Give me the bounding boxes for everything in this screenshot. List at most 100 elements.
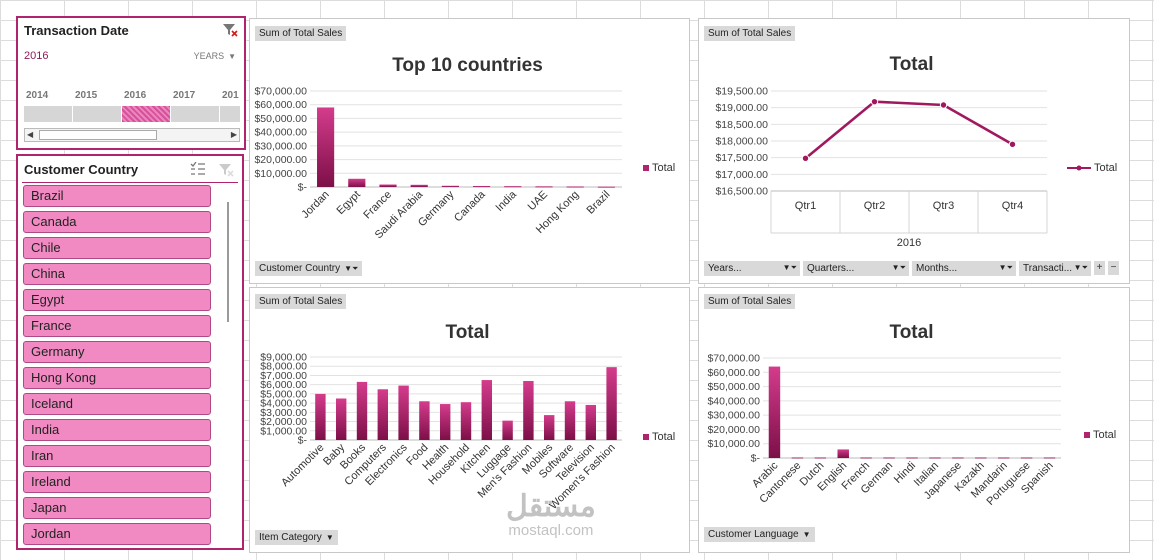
axis-field-button[interactable]: Months... ▼⏷ xyxy=(912,261,1016,276)
y-tick-label: $16,500.00 xyxy=(715,186,768,198)
x-category-label: India xyxy=(494,188,520,214)
y-tick-label: $2,000.00 xyxy=(260,416,307,428)
filter-clear-icon[interactable] xyxy=(218,162,234,178)
filter-dropdown-icon[interactable]: ▼⏷ xyxy=(782,263,797,272)
x-category-label: Egypt xyxy=(335,189,363,217)
bar xyxy=(398,385,409,440)
axis-field-button[interactable]: Item Category ▼ xyxy=(255,530,338,545)
transaction-date-slicer[interactable]: Transaction Date 2016 YEARS ▼ 2014 2015 201… xyxy=(16,16,246,150)
axis-field-button[interactable]: Years... ▼⏷ xyxy=(704,261,800,276)
axis-field-button[interactable]: Transacti... ▼⏷ xyxy=(1019,261,1091,276)
y-tick-label: $17,000.00 xyxy=(715,169,768,181)
year-tile[interactable] xyxy=(24,106,72,122)
country-item[interactable]: Iran xyxy=(23,445,211,467)
bar-chart-languages: $- $10,000.00 $20,000.00 $30,000.00 $40,000.… xyxy=(707,353,1061,508)
year-label: 2015 xyxy=(75,90,98,101)
y-tick-label: $70,000.00 xyxy=(254,86,307,98)
bar xyxy=(997,457,1010,459)
value-field-button[interactable]: Sum of Total Sales xyxy=(704,26,796,41)
filter-dropdown-icon[interactable]: ▼⏷ xyxy=(1073,263,1088,272)
chevron-down-icon[interactable]: ▼ xyxy=(802,530,811,539)
time-level-dropdown[interactable]: YEARS ▼ xyxy=(193,51,236,61)
y-tick-label: $9,000.00 xyxy=(260,352,307,364)
country-item[interactable]: India xyxy=(23,419,211,441)
y-tick-label: $- xyxy=(298,435,308,447)
slicer-scrollbar[interactable] xyxy=(227,202,229,322)
y-tick-label: $7,000.00 xyxy=(260,370,307,382)
country-item[interactable]: Ireland xyxy=(23,471,211,493)
bar xyxy=(441,185,459,187)
y-tick-label: $19,500.00 xyxy=(715,86,768,98)
value-field-button[interactable]: Sum of Total Sales xyxy=(704,294,796,309)
axis-field-label: Years... xyxy=(708,263,742,274)
country-item[interactable]: Hong Kong xyxy=(23,367,211,389)
timeline-scrollbar[interactable]: ◀ ▶ xyxy=(24,128,240,142)
bar xyxy=(606,367,617,440)
y-tick-label: $70,000.00 xyxy=(707,353,760,365)
chart-item-category[interactable]: Sum of Total Sales Total $- $1,000.00 $2,0… xyxy=(249,287,690,553)
scroll-right-icon[interactable]: ▶ xyxy=(230,130,237,139)
data-point xyxy=(939,101,948,109)
country-item[interactable]: Germany xyxy=(23,341,211,363)
multiselect-icon[interactable] xyxy=(190,161,206,176)
country-item[interactable]: Brazil xyxy=(23,185,211,207)
x-category-label: Qtr4 xyxy=(1002,200,1023,212)
year-tile[interactable] xyxy=(73,106,121,122)
year-tile-selected[interactable] xyxy=(122,106,170,122)
y-tick-label: $17,500.00 xyxy=(715,152,768,164)
country-item[interactable]: Egypt xyxy=(23,289,211,311)
customer-country-slicer[interactable]: Customer Country Brazil Canada Chile China E… xyxy=(16,154,244,550)
country-item[interactable]: Canada xyxy=(23,211,211,233)
chart-customer-language[interactable]: Sum of Total Sales Total $- $10,000.00 $20… xyxy=(698,287,1130,553)
country-item[interactable]: Jordan xyxy=(23,523,211,545)
country-item[interactable]: Japan xyxy=(23,497,211,519)
watermark-arabic: مستقل xyxy=(506,490,596,523)
chart-legend: Total xyxy=(643,431,675,443)
filter-dropdown-icon[interactable]: ▼⏷ xyxy=(344,264,359,273)
bar xyxy=(975,457,987,459)
bar-chart-categories: $-$1,000.00$2,000.00$3,000.00$4,000.00$5… xyxy=(260,352,622,512)
bar xyxy=(523,380,534,440)
filter-dropdown-icon[interactable]: ▼⏷ xyxy=(998,263,1013,272)
country-item[interactable]: Iceland xyxy=(23,393,211,415)
value-field-button[interactable]: Sum of Total Sales xyxy=(255,26,347,41)
country-item[interactable]: China xyxy=(23,263,211,285)
collapse-button[interactable]: − xyxy=(1108,261,1119,275)
bar xyxy=(585,404,596,440)
scroll-left-icon[interactable]: ◀ xyxy=(27,130,34,139)
scroll-thumb[interactable] xyxy=(39,130,157,140)
expand-button[interactable]: + xyxy=(1094,261,1105,275)
chart-top-countries[interactable]: Sum of Total Sales Top 10 countries $- $1… xyxy=(249,18,690,284)
chart-quarterly-total[interactable]: Sum of Total Sales Total $16,500.00 $17,0… xyxy=(698,18,1130,284)
year-label: 2016 xyxy=(124,90,147,101)
y-tick-label: $6,000.00 xyxy=(260,379,307,391)
country-item[interactable]: Chile xyxy=(23,237,211,259)
series-line xyxy=(804,100,1014,160)
country-slicer-title: Customer Country xyxy=(24,162,139,177)
legend-swatch xyxy=(643,165,649,171)
country-item[interactable]: France xyxy=(23,315,211,337)
bar xyxy=(473,186,491,188)
y-tick-label: $3,000.00 xyxy=(260,407,307,419)
bar xyxy=(460,402,472,440)
bar xyxy=(356,381,368,440)
axis-field-button[interactable]: Customer Language ▼ xyxy=(704,527,815,542)
axis-field-label: Quarters... xyxy=(807,263,855,274)
x-category-label: Qtr3 xyxy=(933,200,954,212)
year-tile[interactable] xyxy=(220,106,240,122)
year-tile[interactable] xyxy=(171,106,219,122)
y-tick-label: $8,000.00 xyxy=(260,361,307,373)
axis-field-button[interactable]: Quarters... ▼⏷ xyxy=(803,261,909,276)
value-field-button[interactable]: Sum of Total Sales xyxy=(255,294,347,309)
filter-dropdown-icon[interactable]: ▼⏷ xyxy=(891,263,906,272)
axis-field-button[interactable]: Customer Country ▼⏷ xyxy=(255,261,363,276)
y-tick-label: $20,000.00 xyxy=(707,424,760,436)
bar xyxy=(883,457,895,459)
filter-clear-icon[interactable] xyxy=(222,22,238,38)
bar xyxy=(768,366,781,458)
y-tick-label: $- xyxy=(751,453,761,465)
year-label: 2014 xyxy=(26,90,49,101)
bar xyxy=(377,389,388,440)
chevron-down-icon[interactable]: ▼ xyxy=(325,533,334,542)
data-point xyxy=(870,97,879,106)
